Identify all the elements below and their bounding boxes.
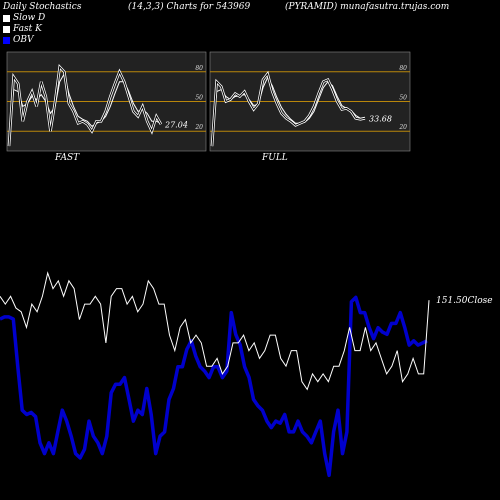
legend-label-fast-k: Fast K <box>13 24 42 34</box>
y-tick-fast-20: 20 <box>194 124 203 131</box>
y-tick-full-50: 50 <box>399 95 407 102</box>
legend: Slow D Fast K OBV <box>3 13 45 46</box>
header-right: (PYRAMID) munafasutra.trujas.com <box>285 2 450 12</box>
y-tick-full-20: 20 <box>398 124 407 131</box>
close-value-label: 151.50Close <box>436 296 493 306</box>
legend-label-obv: OBV <box>13 35 34 45</box>
legend-swatch-slow-d <box>3 15 10 22</box>
header-left: Daily Stochastics <box>3 2 82 12</box>
y-tick-fast-50: 50 <box>195 95 203 102</box>
legend-label-slow-d: Slow D <box>13 13 46 23</box>
series-line-full-fast-k <box>211 72 366 147</box>
header-center: (14,3,3) Charts for 543969 <box>128 2 251 12</box>
obv-line <box>0 295 428 478</box>
panel-label-fast: FAST <box>55 153 80 163</box>
legend-swatch-obv <box>3 37 10 44</box>
value-label-full: 33.68 <box>369 114 392 123</box>
y-tick-fast-80: 80 <box>195 65 203 72</box>
legend-item-slow-d: Slow D <box>3 13 45 24</box>
value-label-fast: 27.04 <box>164 120 188 129</box>
series-line-fast-fast-k <box>8 65 162 147</box>
legend-item-fast-k: Fast K <box>3 24 45 35</box>
legend-swatch-fast-k <box>3 26 10 33</box>
y-tick-full-80: 80 <box>399 65 407 72</box>
panel-label-full: FULL <box>262 153 288 163</box>
close-line <box>0 271 430 391</box>
legend-item-obv: OBV <box>3 35 45 46</box>
